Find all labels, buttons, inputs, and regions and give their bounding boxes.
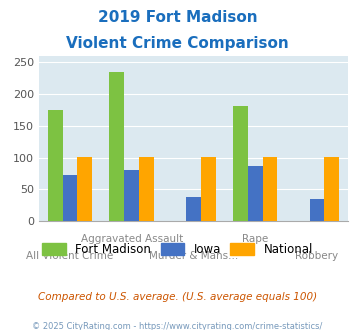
- Bar: [48, 110, 62, 221]
- Text: Compared to U.S. average. (U.S. average equals 100): Compared to U.S. average. (U.S. average …: [38, 292, 317, 302]
- Bar: [233, 106, 248, 221]
- Text: Murder & Mans...: Murder & Mans...: [149, 251, 238, 261]
- Bar: [201, 157, 216, 221]
- Bar: [77, 157, 92, 221]
- Bar: [139, 157, 154, 221]
- Text: Rape: Rape: [242, 234, 268, 244]
- Bar: [263, 157, 278, 221]
- Bar: [62, 176, 77, 221]
- Bar: [186, 197, 201, 221]
- Legend: Fort Madison, Iowa, National: Fort Madison, Iowa, National: [37, 239, 318, 261]
- Text: Violent Crime Comparison: Violent Crime Comparison: [66, 36, 289, 51]
- Text: Aggravated Assault: Aggravated Assault: [81, 234, 183, 244]
- Text: Robbery: Robbery: [295, 251, 339, 261]
- Text: All Violent Crime: All Violent Crime: [26, 251, 114, 261]
- Text: 2019 Fort Madison: 2019 Fort Madison: [98, 10, 257, 25]
- Bar: [324, 157, 339, 221]
- Bar: [310, 199, 324, 221]
- Bar: [248, 166, 263, 221]
- Bar: [109, 72, 124, 221]
- Text: © 2025 CityRating.com - https://www.cityrating.com/crime-statistics/: © 2025 CityRating.com - https://www.city…: [32, 322, 323, 330]
- Bar: [124, 170, 139, 221]
